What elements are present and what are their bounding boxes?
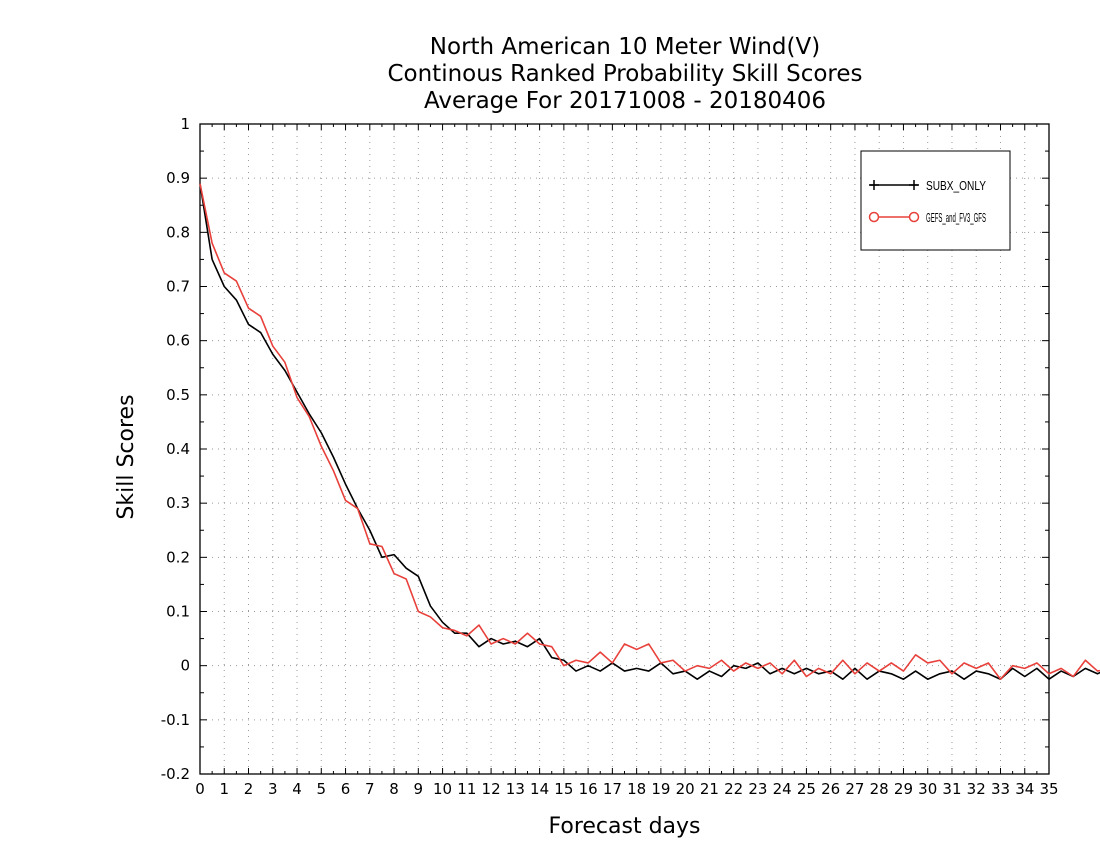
legend-marker-plus-icon — [869, 180, 919, 190]
legend: SUBX_ONLY GEFS_and_FV3_GFS — [860, 150, 1011, 251]
y-tick-label: -0.1 — [161, 711, 190, 729]
x-tick-label: 2 — [244, 780, 254, 798]
x-tick-label: 23 — [748, 780, 767, 798]
x-tick-label: 34 — [1015, 780, 1034, 798]
chart-title-line-2: Continous Ranked Probability Skill Score… — [387, 61, 863, 87]
circle-marker — [868, 211, 880, 223]
x-tick-label: 10 — [433, 780, 452, 798]
x-tick-label: 14 — [530, 780, 549, 798]
circle-marker — [908, 211, 920, 223]
y-tick-label: 0.6 — [166, 332, 190, 350]
x-tick-label: 13 — [506, 780, 525, 798]
x-tick-label: 19 — [651, 780, 670, 798]
legend-marker-circle-icon — [868, 211, 920, 223]
y-tick-label: -0.2 — [161, 765, 190, 783]
x-axis-tick-labels: 0 1 2 3 4 5 6 7 8 9 10 11 12 13 14 15 16 17 18 19 20 21 22 23 24… — [195, 780, 1058, 798]
x-tick-label: 7 — [365, 780, 375, 798]
x-tick-label: 20 — [676, 780, 695, 798]
y-axis-label: Skill Scores — [114, 394, 139, 519]
x-tick-label: 31 — [942, 780, 961, 798]
y-tick-label: 0.7 — [166, 278, 190, 296]
x-tick-label: 12 — [482, 780, 501, 798]
x-tick-label: 3 — [268, 780, 278, 798]
x-tick-label: 17 — [603, 780, 622, 798]
x-tick-label: 5 — [317, 780, 327, 798]
x-tick-label: 27 — [845, 780, 864, 798]
x-tick-label: 18 — [627, 780, 646, 798]
y-tick-label: 0.4 — [166, 440, 190, 458]
chart-title-line-3: Average For 20171008 - 20180406 — [423, 88, 827, 114]
y-tick-label: 0.2 — [166, 548, 190, 566]
x-tick-label: 22 — [724, 780, 743, 798]
x-tick-label: 4 — [292, 780, 302, 798]
y-tick-label: 0 — [180, 657, 190, 675]
x-tick-label: 33 — [991, 780, 1010, 798]
x-tick-label: 21 — [700, 780, 719, 798]
x-tick-label: 16 — [579, 780, 598, 798]
series-layer — [199, 183, 1100, 681]
x-tick-label: 30 — [918, 780, 937, 798]
x-tick-label: 28 — [870, 780, 889, 798]
y-tick-label: 0.9 — [166, 169, 190, 187]
x-tick-label: 25 — [797, 780, 816, 798]
x-tick-label: 9 — [414, 780, 424, 798]
y-tick-label: 1 — [180, 115, 190, 133]
x-tick-label: 15 — [554, 780, 573, 798]
x-tick-label: 32 — [967, 780, 986, 798]
x-tick-label: 24 — [773, 780, 792, 798]
chart-title: North American 10 Meter Wind(V) Continou… — [0, 34, 1100, 115]
y-axis-tick-labels: 1 0.9 0.8 0.7 0.6 0.5 0.4 0.3 0.2 0.1 0 -0.1 -0.2 — [161, 115, 190, 783]
x-tick-label: 29 — [894, 780, 913, 798]
chart-title-line-1: North American 10 Meter Wind(V) — [429, 34, 821, 60]
y-tick-label: 0.5 — [166, 386, 190, 404]
x-tick-label: 8 — [389, 780, 399, 798]
x-tick-label: 6 — [341, 780, 351, 798]
x-tick-label: 26 — [821, 780, 840, 798]
x-tick-label: 35 — [1039, 780, 1058, 798]
y-tick-label: 0.1 — [166, 603, 190, 621]
axis-ticks — [199, 123, 1050, 775]
series-line-subx-only — [199, 183, 1100, 681]
y-tick-label: 0.3 — [166, 494, 190, 512]
series-line-gefs-and-fv3-gfs — [199, 183, 1100, 681]
legend-label-subx-only: SUBX_ONLY — [926, 178, 986, 193]
x-tick-label: 0 — [195, 780, 205, 798]
x-tick-label: 1 — [219, 780, 229, 798]
legend-box — [860, 150, 1011, 251]
y-tick-label: 0.8 — [166, 223, 190, 241]
x-tick-label: 11 — [457, 780, 476, 798]
legend-label-gefs: GEFS_and_FV3_GFS — [926, 210, 986, 225]
x-axis-label: Forecast days — [548, 814, 700, 839]
